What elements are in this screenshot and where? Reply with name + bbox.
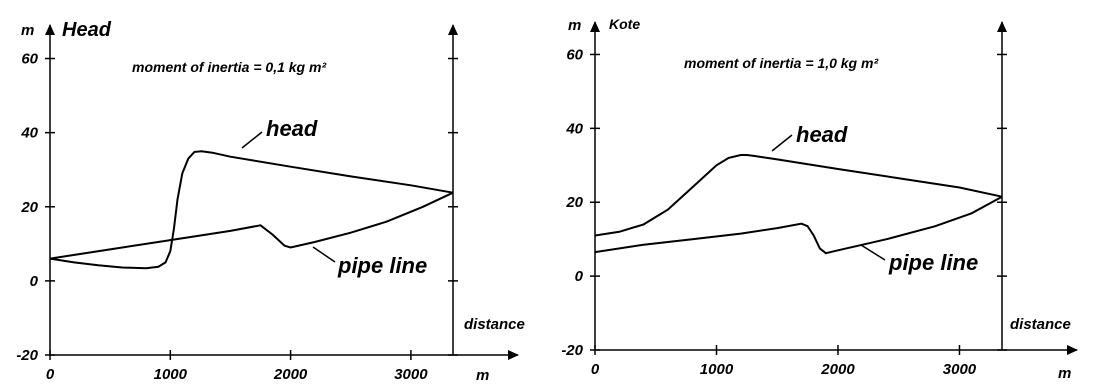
series-line-head	[49, 150, 454, 270]
x-unit-label: m	[1058, 365, 1071, 382]
annotation-inertia: moment of inertia = 1,0 kg m²	[684, 55, 878, 71]
y-tick-label: 20	[565, 194, 583, 211]
chart-panel-left: -20 0 20 40 60 0 1000 2000 3000 m Head moment of…	[16, 19, 525, 384]
leader-head	[241, 131, 263, 149]
y-tick-label: 40	[20, 125, 38, 142]
right-axis-label: distance	[1010, 316, 1071, 333]
x-tick-label: 1000	[154, 366, 188, 383]
series-line-pipe-line	[594, 195, 1003, 255]
annotation-inertia: moment of inertia = 0,1 kg m²	[132, 59, 326, 75]
leader-head	[771, 134, 793, 152]
ticks-group: -20 0 20 40 60 0 1000 2000 3000	[561, 46, 1007, 378]
y-tick-label: -20	[16, 347, 38, 364]
y-tick-label: -20	[561, 342, 583, 359]
series-label-head: head	[796, 122, 848, 147]
y-tick-label: 0	[575, 268, 584, 285]
x-tick-label: 3000	[394, 366, 428, 383]
series-label-pipe-line: pipe line	[337, 253, 427, 278]
y-tick-label: 60	[566, 46, 583, 63]
ticks-group: -20 0 20 40 60 0 1000 2000 3000	[16, 51, 458, 383]
series-line-pipe-line	[49, 191, 454, 260]
x-tick-label: 1000	[700, 361, 734, 378]
y-tick-label: 60	[21, 51, 38, 68]
y-tick-label: 0	[30, 273, 39, 290]
x-tick-label: 2000	[273, 366, 308, 383]
series-label-pipe-line: pipe line	[888, 250, 978, 275]
x-tick-label: 0	[46, 366, 55, 383]
series-label-head: head	[266, 116, 318, 141]
y-tick-label: 40	[565, 120, 583, 137]
series-line-head	[594, 154, 1003, 237]
x-tick-label: 3000	[943, 361, 977, 378]
x-tick-label: 0	[591, 361, 600, 378]
x-tick-label: 2000	[820, 361, 855, 378]
chart-panel-right: -20 0 20 40 60 0 1000 2000 3000 m Kote moment of…	[561, 16, 1078, 382]
y-unit-label: m	[568, 17, 581, 34]
y-unit-label: m	[21, 22, 34, 39]
right-axis-label: distance	[464, 316, 525, 333]
x-unit-label: m	[476, 367, 489, 384]
chart-title: Kote	[609, 16, 640, 32]
chart-title: Head	[62, 19, 112, 41]
y-tick-label: 20	[20, 199, 38, 216]
leader-pipe-line	[860, 244, 886, 261]
leader-pipe-line	[312, 246, 336, 263]
